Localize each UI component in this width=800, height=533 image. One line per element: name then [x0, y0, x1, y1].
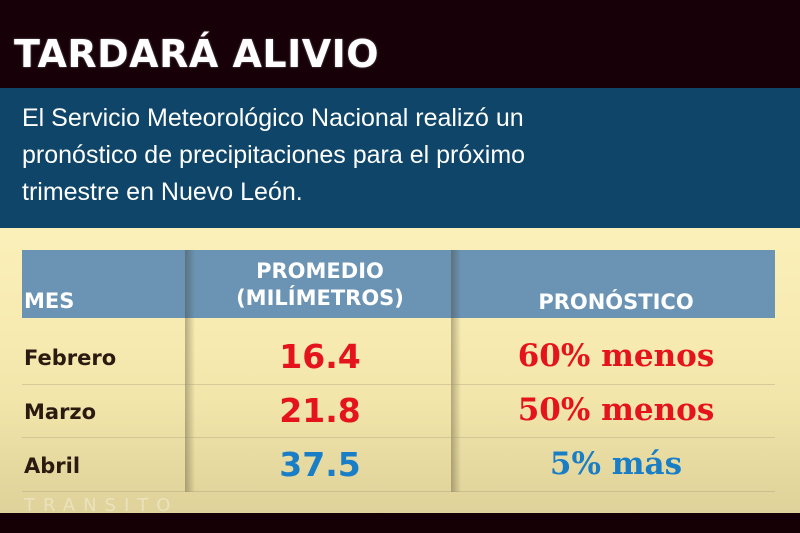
table-row-month: Febrero: [24, 346, 117, 370]
title-band: [0, 0, 800, 90]
header-mes: MES: [24, 289, 75, 313]
row-separator: [22, 384, 775, 385]
bottom-band: [0, 513, 800, 533]
table-row-month: Abril: [24, 454, 81, 478]
table-header-row: [22, 250, 775, 318]
column-divider: [451, 250, 461, 492]
header-pronostico: PRONÓSTICO: [538, 290, 694, 314]
row-separator: [22, 491, 775, 492]
row-separator: [22, 437, 775, 438]
table-row-average: 37.5: [279, 445, 361, 484]
table-row-month: Marzo: [24, 400, 97, 424]
intro-line: pronóstico de precipitaciones para el pr…: [22, 141, 526, 169]
header-promedio: PROMEDIO (MILÍMETROS): [190, 258, 450, 312]
intro-paragraph: El Servicio Meteorológico Nacional reali…: [22, 100, 762, 211]
table-row-forecast: 5% más: [549, 446, 683, 482]
headline-title: TARDARÁ ALIVIO: [14, 32, 380, 76]
table-row-average: 21.8: [279, 391, 361, 430]
column-divider: [185, 250, 195, 492]
table-row-forecast: 60% menos: [517, 338, 715, 374]
header-promedio-line2: (MILÍMETROS): [236, 286, 404, 310]
table-row-average: 16.4: [279, 337, 361, 376]
header-promedio-line1: PROMEDIO: [256, 259, 384, 283]
intro-band: [0, 88, 800, 230]
intro-line: El Servicio Meteorológico Nacional reali…: [22, 104, 524, 132]
table-row-forecast: 50% menos: [517, 392, 715, 428]
intro-line: trimestre en Nuevo León.: [22, 178, 303, 206]
background-sign-text: TRANSITO: [24, 495, 179, 516]
